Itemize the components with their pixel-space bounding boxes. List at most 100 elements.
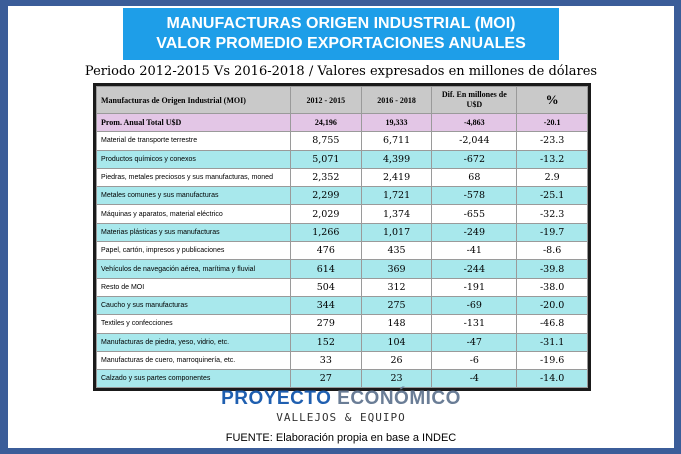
total-percent: -20.1 bbox=[516, 112, 588, 133]
row-difference: -6 bbox=[431, 350, 518, 371]
row-period-1: 2,299 bbox=[289, 186, 362, 206]
table-row: Calzado y sus partes componentes 27 23 -4 -1… bbox=[96, 369, 588, 389]
row-category: Material de transporte terrestre bbox=[96, 131, 291, 151]
row-difference: -578 bbox=[431, 186, 518, 206]
row-difference: -2,044 bbox=[431, 131, 518, 151]
row-category: Productos químicos y conexos bbox=[96, 149, 291, 169]
logo-subtitle: VALLEJOS & EQUIPO bbox=[276, 411, 406, 424]
row-category: Caucho y sus manufacturas bbox=[96, 295, 291, 316]
logo-word-proyecto: PROYECTO bbox=[221, 388, 332, 409]
header-difference: Dif. En millones de U$D bbox=[431, 86, 518, 114]
row-category: Papel, cartón, impresos y publicaciones bbox=[96, 241, 291, 261]
title-line-2: VALOR PROMEDIO EXPORTACIONES ANUALES bbox=[156, 35, 526, 52]
header-category: Manufacturas de Origen Industrial (MOI) bbox=[96, 86, 291, 114]
row-percent: -46.8 bbox=[516, 314, 588, 334]
row-period-1: 5,071 bbox=[289, 149, 362, 169]
row-period-2: 26 bbox=[360, 350, 433, 371]
table-row: Papel, cartón, impresos y publicaciones 4… bbox=[96, 241, 588, 261]
table-row: Metales comunes y sus manufacturas 2,299 1… bbox=[96, 186, 588, 206]
row-period-2: 1,721 bbox=[360, 186, 433, 206]
row-percent: -14.0 bbox=[516, 369, 588, 389]
subtitle: Periodo 2012-2015 Vs 2016-2018 / Valores… bbox=[84, 64, 598, 79]
row-category: Textiles y confecciones bbox=[96, 314, 291, 334]
table-row: Piedras, metales preciosos y sus manufac… bbox=[96, 167, 588, 188]
row-difference: -672 bbox=[431, 149, 518, 169]
row-percent: -39.8 bbox=[516, 259, 588, 279]
row-percent: -20.0 bbox=[516, 295, 588, 316]
row-difference: -47 bbox=[431, 332, 518, 352]
header-period-2: 2016 - 2018 bbox=[360, 86, 433, 114]
data-table-frame: Manufacturas de Origen Industrial (MOI) … bbox=[93, 83, 591, 392]
row-percent: -13.2 bbox=[516, 149, 588, 169]
row-period-1: 1,266 bbox=[289, 222, 362, 243]
row-percent: -19.7 bbox=[516, 222, 588, 243]
table-row: Caucho y sus manufacturas 344 275 -69 -20.0 bbox=[96, 295, 588, 316]
row-period-1: 476 bbox=[289, 241, 362, 261]
row-category: Vehículos de navegación aérea, marítima … bbox=[96, 259, 291, 279]
row-period-1: 504 bbox=[289, 277, 362, 297]
row-period-1: 8,755 bbox=[289, 131, 362, 151]
row-period-2: 2,419 bbox=[360, 167, 433, 188]
table-row: Resto de MOI 504 312 -191 -38.0 bbox=[96, 277, 588, 297]
data-table: Manufacturas de Origen Industrial (MOI) … bbox=[96, 86, 588, 389]
table-row: Textiles y confecciones 279 148 -131 -46.8 bbox=[96, 314, 588, 334]
total-row: Prom. Anual Total U$D 24,196 19,333 -4,8… bbox=[96, 112, 588, 133]
table-row: Manufacturas de piedra, yeso, vidrio, et… bbox=[96, 332, 588, 352]
row-period-2: 4,399 bbox=[360, 149, 433, 169]
row-percent: -19.6 bbox=[516, 350, 588, 371]
row-period-1: 279 bbox=[289, 314, 362, 334]
row-period-1: 27 bbox=[289, 369, 362, 389]
row-percent: -23.3 bbox=[516, 131, 588, 151]
row-period-1: 2,029 bbox=[289, 204, 362, 224]
row-category: Materias plásticas y sus manufacturas bbox=[96, 222, 291, 243]
source-note: FUENTE: Elaboración propia en base a IND… bbox=[225, 432, 457, 444]
table-row: Máquinas y aparatos, material eléctrico 2… bbox=[96, 204, 588, 224]
row-category: Calzado y sus partes componentes bbox=[96, 369, 291, 389]
row-difference: -244 bbox=[431, 259, 518, 279]
logo-wordmark: PROYECTO ECONÓMICO bbox=[8, 388, 674, 410]
table-header-row: Manufacturas de Origen Industrial (MOI) … bbox=[96, 86, 588, 114]
row-period-1: 344 bbox=[289, 295, 362, 316]
row-period-2: 104 bbox=[360, 332, 433, 352]
table-row: Manufacturas de cuero, marroquinería, et… bbox=[96, 350, 588, 371]
row-percent: -31.1 bbox=[516, 332, 588, 352]
table-row: Vehículos de navegación aérea, marítima … bbox=[96, 259, 588, 279]
row-category: Metales comunes y sus manufacturas bbox=[96, 186, 291, 206]
row-category: Máquinas y aparatos, material eléctrico bbox=[96, 204, 291, 224]
row-period-2: 435 bbox=[360, 241, 433, 261]
row-period-1: 152 bbox=[289, 332, 362, 352]
row-period-2: 312 bbox=[360, 277, 433, 297]
table-row: Material de transporte terrestre 8,755 6,7… bbox=[96, 131, 588, 151]
row-difference: 68 bbox=[431, 167, 518, 188]
row-difference: -69 bbox=[431, 295, 518, 316]
row-period-1: 2,352 bbox=[289, 167, 362, 188]
row-period-2: 23 bbox=[360, 369, 433, 389]
row-percent: 2.9 bbox=[516, 167, 588, 188]
row-category: Resto de MOI bbox=[96, 277, 291, 297]
total-period-1: 24,196 bbox=[289, 112, 362, 133]
total-label: Prom. Anual Total U$D bbox=[96, 112, 291, 133]
logo-word-economico: ECONÓMICO bbox=[337, 388, 461, 409]
row-period-2: 6,711 bbox=[360, 131, 433, 151]
row-category: Piedras, metales preciosos y sus manufac… bbox=[96, 167, 291, 188]
total-difference: -4,863 bbox=[431, 112, 518, 133]
row-percent: -25.1 bbox=[516, 186, 588, 206]
row-percent: -32.3 bbox=[516, 204, 588, 224]
row-category: Manufacturas de cuero, marroquinería, et… bbox=[96, 350, 291, 371]
row-period-2: 275 bbox=[360, 295, 433, 316]
total-period-2: 19,333 bbox=[360, 112, 433, 133]
row-percent: -38.0 bbox=[516, 277, 588, 297]
row-period-1: 614 bbox=[289, 259, 362, 279]
header-percent: % bbox=[516, 86, 588, 114]
row-difference: -41 bbox=[431, 241, 518, 261]
infographic-card: MANUFACTURAS ORIGEN INDUSTRIAL (MOI) VAL… bbox=[8, 6, 674, 448]
row-difference: -4 bbox=[431, 369, 518, 389]
header-period-1: 2012 - 2015 bbox=[289, 86, 362, 114]
title-banner: MANUFACTURAS ORIGEN INDUSTRIAL (MOI) VAL… bbox=[123, 8, 559, 60]
row-period-2: 1,374 bbox=[360, 204, 433, 224]
row-category: Manufacturas de piedra, yeso, vidrio, et… bbox=[96, 332, 291, 352]
row-period-2: 1,017 bbox=[360, 222, 433, 243]
table-row: Productos químicos y conexos 5,071 4,399 -6… bbox=[96, 149, 588, 169]
row-period-2: 369 bbox=[360, 259, 433, 279]
title-line-1: MANUFACTURAS ORIGEN INDUSTRIAL (MOI) bbox=[166, 15, 516, 32]
